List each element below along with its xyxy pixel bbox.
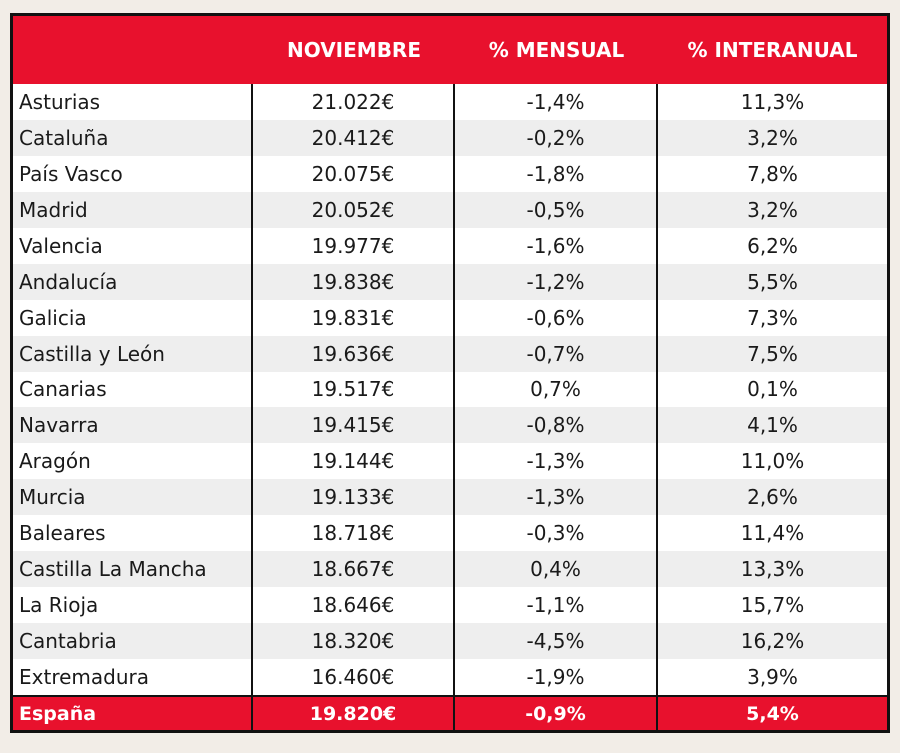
cell-interanual: 7,5%: [658, 335, 887, 372]
header-interanual: % INTERANUAL: [658, 16, 887, 84]
cell-mensual: -0,2%: [455, 119, 658, 156]
cell-interanual: 4,1%: [658, 407, 887, 444]
table-row: Murcia 19.133€ -1,3% 2,6%: [13, 479, 887, 516]
cell-noviembre: 18.718€: [253, 515, 455, 552]
cell-interanual: 7,3%: [658, 299, 887, 336]
cell-mensual: -0,5%: [455, 191, 658, 228]
cell-noviembre: 19.831€: [253, 299, 455, 336]
table-row: Extremadura 16.460€ -1,9% 3,9%: [13, 659, 887, 695]
cell-noviembre: 18.320€: [253, 623, 455, 659]
cell-mensual: -1,9%: [455, 659, 658, 695]
cell-region: Aragón: [13, 443, 253, 480]
cell-mensual: -0,3%: [455, 515, 658, 552]
cell-region: Cataluña: [13, 119, 253, 156]
cell-mensual: 0,4%: [455, 551, 658, 588]
cell-region: Asturias: [13, 84, 253, 120]
cell-noviembre: 19.133€: [253, 479, 455, 516]
table-row: Castilla y León 19.636€ -0,7% 7,5%: [13, 335, 887, 372]
table-row: País Vasco 20.075€ -1,8% 7,8%: [13, 155, 887, 192]
table-row: Madrid 20.052€ -0,5% 3,2%: [13, 191, 887, 228]
table-row: Andalucía 19.838€ -1,2% 5,5%: [13, 263, 887, 300]
cell-noviembre: 19.636€: [253, 335, 455, 372]
cell-noviembre: 20.075€: [253, 155, 455, 192]
header-region: [13, 16, 253, 84]
cell-interanual: 13,3%: [658, 551, 887, 588]
cell-noviembre: 19.977€: [253, 227, 455, 264]
table-row: La Rioja 18.646€ -1,1% 15,7%: [13, 587, 887, 624]
cell-interanual: 6,2%: [658, 227, 887, 264]
cell-noviembre: 21.022€: [253, 84, 455, 120]
table-row: Castilla La Mancha 18.667€ 0,4% 13,3%: [13, 551, 887, 588]
cell-noviembre: 19.517€: [253, 371, 455, 408]
cell-interanual: 2,6%: [658, 479, 887, 516]
total-row: España 19.820€ -0,9% 5,4%: [13, 695, 887, 730]
cell-region: Castilla y León: [13, 335, 253, 372]
cell-region: Valencia: [13, 227, 253, 264]
cell-interanual: 11,0%: [658, 443, 887, 480]
header-row: NOVIEMBRE % MENSUAL % INTERANUAL: [13, 16, 887, 84]
cell-region: Galicia: [13, 299, 253, 336]
cell-interanual: 16,2%: [658, 623, 887, 659]
cell-mensual: -1,8%: [455, 155, 658, 192]
table-row: Aragón 19.144€ -1,3% 11,0%: [13, 443, 887, 480]
data-table: NOVIEMBRE % MENSUAL % INTERANUAL Asturia…: [13, 16, 887, 730]
total-region: España: [13, 695, 253, 730]
cell-mensual: -4,5%: [455, 623, 658, 659]
cell-noviembre: 20.052€: [253, 191, 455, 228]
cell-region: Navarra: [13, 407, 253, 444]
table-row: Asturias 21.022€ -1,4% 11,3%: [13, 84, 887, 120]
header-noviembre: NOVIEMBRE: [253, 16, 455, 84]
cell-noviembre: 18.646€: [253, 587, 455, 624]
table-frame: NOVIEMBRE % MENSUAL % INTERANUAL Asturia…: [10, 13, 890, 733]
cell-region: Andalucía: [13, 263, 253, 300]
table-row: Canarias 19.517€ 0,7% 0,1%: [13, 371, 887, 408]
cell-region: País Vasco: [13, 155, 253, 192]
cell-mensual: -0,8%: [455, 407, 658, 444]
cell-interanual: 3,2%: [658, 191, 887, 228]
cell-region: Extremadura: [13, 659, 253, 695]
table-body: Asturias 21.022€ -1,4% 11,3% Cataluña 20.412€…: [13, 84, 887, 695]
total-interanual: 5,4%: [658, 695, 887, 730]
table-row: Baleares 18.718€ -0,3% 11,4%: [13, 515, 887, 552]
cell-mensual: -0,6%: [455, 299, 658, 336]
table-row: Navarra 19.415€ -0,8% 4,1%: [13, 407, 887, 444]
cell-noviembre: 20.412€: [253, 119, 455, 156]
cell-noviembre: 19.415€: [253, 407, 455, 444]
table-row: Galicia 19.831€ -0,6% 7,3%: [13, 299, 887, 336]
header-mensual: % MENSUAL: [455, 16, 658, 84]
cell-interanual: 3,2%: [658, 119, 887, 156]
cell-region: Murcia: [13, 479, 253, 516]
cell-interanual: 5,5%: [658, 263, 887, 300]
total-noviembre: 19.820€: [253, 695, 455, 730]
cell-interanual: 11,3%: [658, 84, 887, 120]
cell-noviembre: 18.667€: [253, 551, 455, 588]
cell-mensual: -1,2%: [455, 263, 658, 300]
table-row: Cataluña 20.412€ -0,2% 3,2%: [13, 119, 887, 156]
cell-region: Baleares: [13, 515, 253, 552]
cell-noviembre: 16.460€: [253, 659, 455, 695]
cell-mensual: -1,1%: [455, 587, 658, 624]
cell-interanual: 15,7%: [658, 587, 887, 624]
cell-region: Cantabria: [13, 623, 253, 659]
cell-interanual: 0,1%: [658, 371, 887, 408]
cell-region: La Rioja: [13, 587, 253, 624]
table-row: Cantabria 18.320€ -4,5% 16,2%: [13, 623, 887, 659]
total-mensual: -0,9%: [455, 695, 658, 730]
cell-mensual: 0,7%: [455, 371, 658, 408]
cell-region: Castilla La Mancha: [13, 551, 253, 588]
cell-interanual: 7,8%: [658, 155, 887, 192]
cell-region: Canarias: [13, 371, 253, 408]
cell-interanual: 11,4%: [658, 515, 887, 552]
cell-region: Madrid: [13, 191, 253, 228]
cell-mensual: -1,3%: [455, 443, 658, 480]
cell-mensual: -1,3%: [455, 479, 658, 516]
cell-noviembre: 19.838€: [253, 263, 455, 300]
cell-mensual: -0,7%: [455, 335, 658, 372]
cell-mensual: -1,6%: [455, 227, 658, 264]
cell-interanual: 3,9%: [658, 659, 887, 695]
table-row: Valencia 19.977€ -1,6% 6,2%: [13, 227, 887, 264]
cell-mensual: -1,4%: [455, 84, 658, 120]
cell-noviembre: 19.144€: [253, 443, 455, 480]
